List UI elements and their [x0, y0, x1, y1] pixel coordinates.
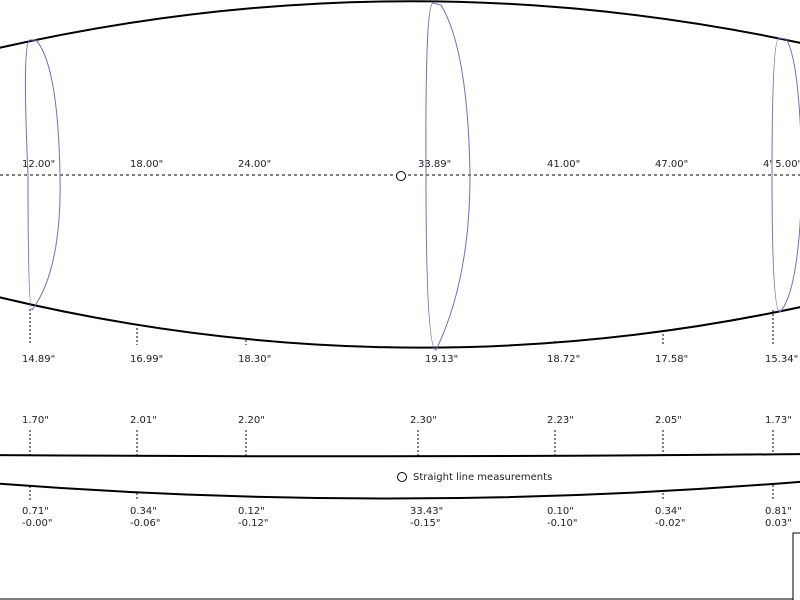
thickness-label: 1.70"	[22, 415, 49, 426]
station-label: 12.00"	[22, 159, 55, 170]
bottom-value-bottom: -0.00"	[22, 518, 52, 529]
corner-panel	[792, 532, 800, 600]
bottom-value-top: 0.10"	[547, 506, 574, 517]
board-outline-bottom-edge	[0, 296, 800, 349]
width-label: 19.13"	[425, 354, 458, 365]
thickness-label: 2.30"	[410, 415, 437, 426]
circle-icon[interactable]	[397, 472, 407, 482]
thickness-label: 1.73"	[765, 415, 792, 426]
bottom-value-bottom: -0.12"	[238, 518, 268, 529]
station-label: 41.00"	[547, 159, 580, 170]
thickness-label: 2.05"	[655, 415, 682, 426]
profile-view: 1.70" 2.01" 2.20" 2.30" 2.23" 2.05" 1.73…	[0, 415, 800, 529]
cross-section-curve-left	[24, 39, 61, 311]
outline-view: 12.00" 18.00" 24.00" 33.89" 41.00" 47.00…	[0, 0, 800, 365]
station-label: 47.00"	[655, 159, 688, 170]
width-label: 17.58"	[655, 354, 688, 365]
cross-section-curve-middle	[425, 2, 471, 351]
board-outline-top-edge	[0, 0, 800, 49]
cross-section-curve-right	[771, 37, 800, 313]
bottom-value-bottom: -0.06"	[130, 518, 160, 529]
width-label: 16.99"	[130, 354, 163, 365]
thickness-label: 2.01"	[130, 415, 157, 426]
width-label: 15.34"	[765, 354, 798, 365]
bottom-value-top: 0.81"	[765, 506, 792, 517]
width-label: 14.89"	[22, 354, 55, 365]
profile-deck-curve	[0, 453, 800, 458]
width-label: 18.30"	[238, 354, 271, 365]
bottom-value-top: 0.12"	[238, 506, 265, 517]
bottom-value-bottom: -0.15"	[410, 518, 440, 529]
bottom-value-bottom: -0.02"	[655, 518, 685, 529]
center-point-marker[interactable]	[396, 171, 406, 181]
station-label: 4' 5.00"	[763, 159, 800, 170]
bottom-value-top: 0.34"	[130, 506, 157, 517]
bottom-value-top: 33.43"	[410, 506, 443, 517]
thickness-label: 2.23"	[547, 415, 574, 426]
width-label: 18.72"	[547, 354, 580, 365]
bottom-value-top: 0.71"	[22, 506, 49, 517]
bottom-value-bottom: 0.03"	[765, 518, 792, 529]
thickness-label: 2.20"	[238, 415, 265, 426]
profile-bottom-curve	[0, 480, 800, 500]
station-label: 33.89"	[418, 159, 451, 170]
bottom-value-bottom: -0.10"	[547, 518, 577, 529]
legend-label: Straight line measurements	[413, 472, 552, 483]
bottom-value-top: 0.34"	[655, 506, 682, 517]
station-label: 18.00"	[130, 159, 163, 170]
station-label: 24.00"	[238, 159, 271, 170]
